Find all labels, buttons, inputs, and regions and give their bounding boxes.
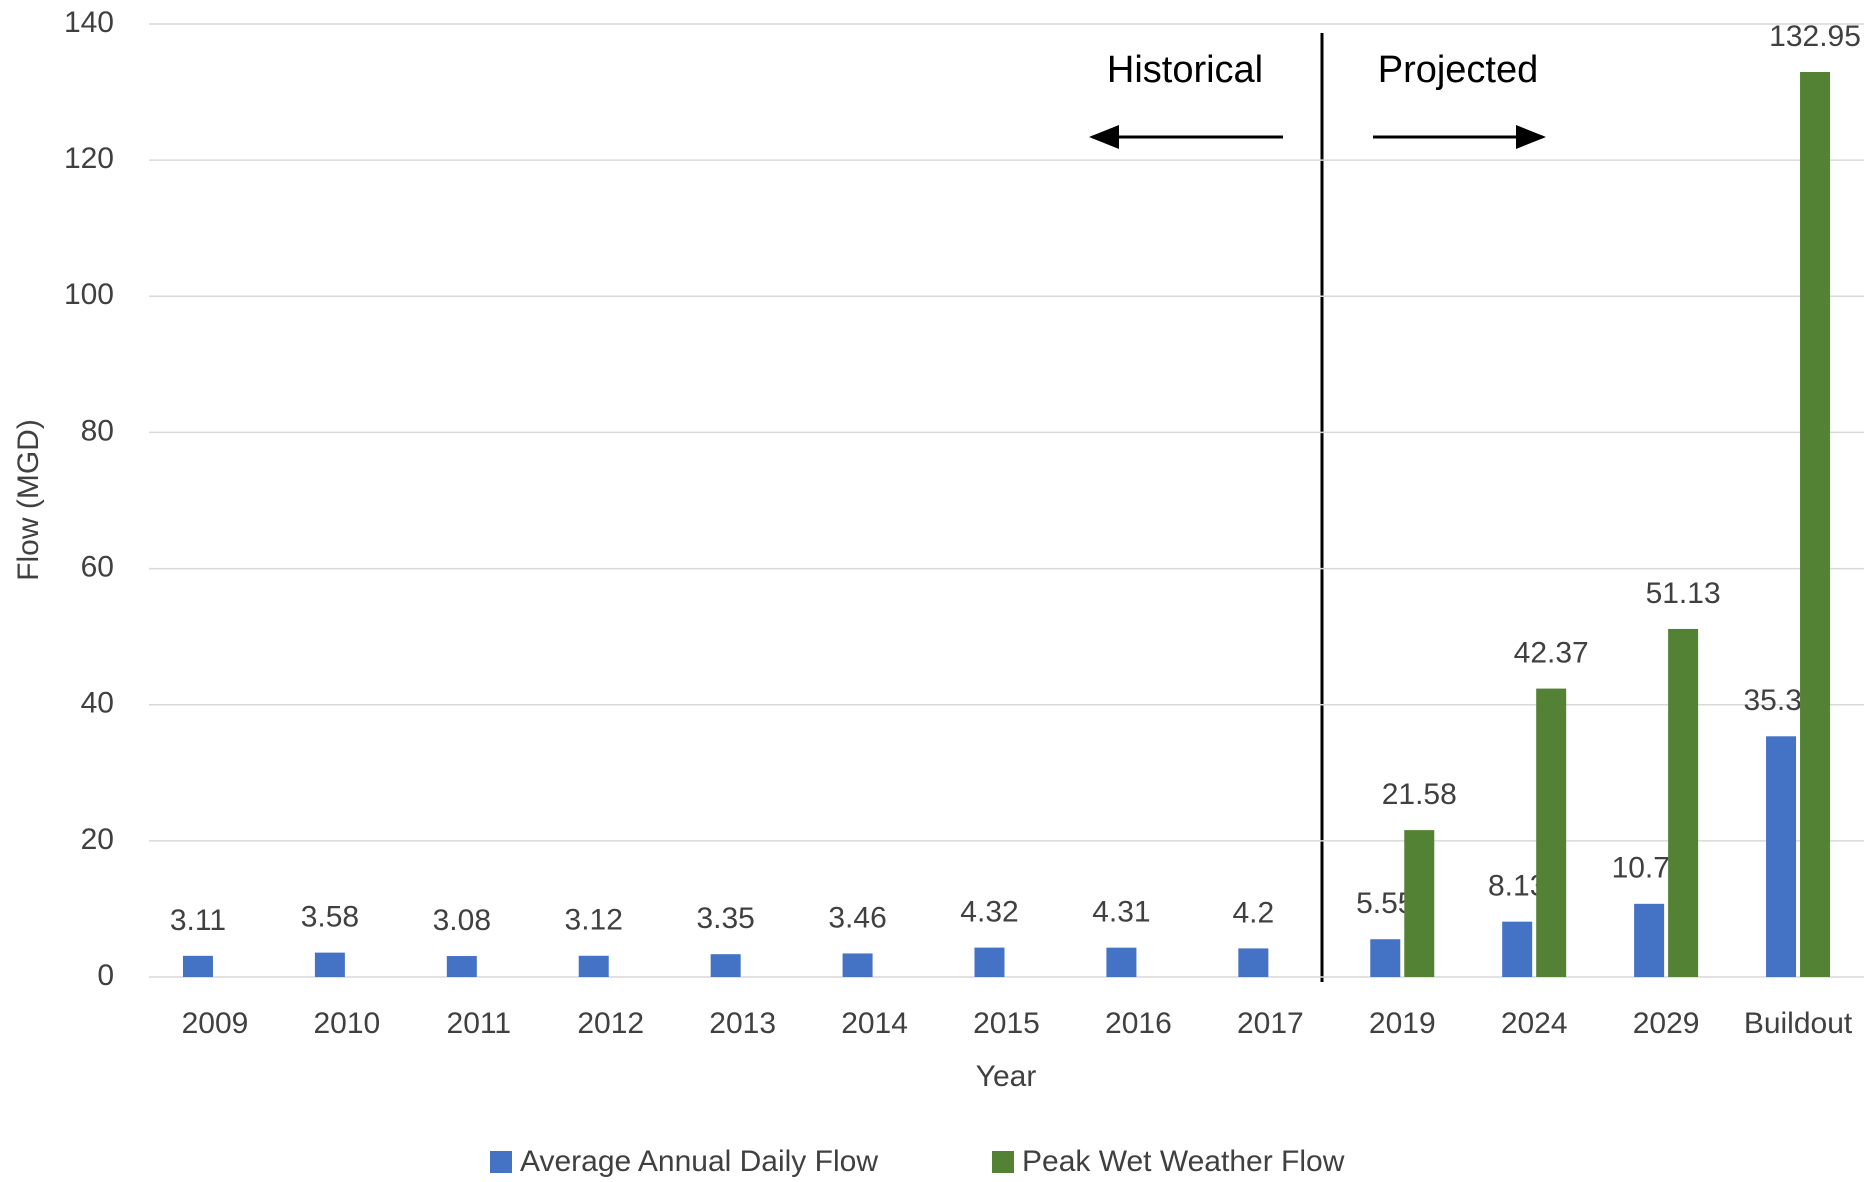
data-label: 3.08 [433, 904, 491, 937]
y-axis-title: Flow (MGD) [12, 419, 45, 581]
y-tick-label: 20 [81, 823, 114, 856]
x-tick-label: 2019 [1369, 1007, 1436, 1040]
bar [1106, 947, 1137, 977]
bar [1238, 948, 1269, 977]
data-label: 3.35 [696, 902, 754, 935]
bar [182, 955, 213, 977]
legend-label: Average Annual Daily Flow [520, 1145, 878, 1178]
bar [1536, 688, 1567, 977]
annotation: Historical [1107, 49, 1263, 91]
bar [1766, 736, 1797, 977]
bar [1800, 71, 1831, 977]
bar [974, 947, 1005, 977]
legend-swatch [992, 1151, 1014, 1173]
bar [842, 953, 873, 977]
x-tick-label: 2024 [1501, 1007, 1568, 1040]
y-tick-label: 40 [81, 687, 114, 720]
x-tick-label: 2015 [973, 1007, 1040, 1040]
x-tick-label: 2012 [577, 1007, 644, 1040]
bar [314, 952, 345, 977]
bar [1668, 628, 1699, 977]
bar [710, 954, 741, 977]
data-label: 3.46 [828, 901, 886, 934]
x-axis-title: Year [976, 1060, 1037, 1093]
x-tick-label: Buildout [1744, 1007, 1853, 1040]
x-tick-label: 2017 [1237, 1007, 1304, 1040]
legend-label: Peak Wet Weather Flow [1022, 1145, 1345, 1178]
data-label: 3.11 [170, 904, 226, 937]
x-tick-label: 2014 [841, 1007, 908, 1040]
x-tick-label: 2029 [1633, 1007, 1700, 1040]
x-tick-label: 2011 [447, 1007, 512, 1040]
bar [1404, 830, 1435, 977]
data-label: 42.37 [1514, 637, 1589, 670]
y-tick-label: 140 [64, 6, 114, 39]
bar [578, 955, 609, 977]
x-tick-label: 2009 [182, 1007, 249, 1040]
data-label: 4.2 [1232, 896, 1274, 929]
annotation: Projected [1378, 49, 1539, 91]
y-tick-label: 60 [81, 550, 114, 583]
x-tick-label: 2016 [1105, 1007, 1172, 1040]
bar [1502, 921, 1533, 977]
data-label: 3.12 [565, 904, 623, 937]
y-tick-label: 80 [81, 414, 114, 447]
y-tick-label: 100 [64, 278, 114, 311]
bar [1370, 939, 1401, 977]
data-label: 51.13 [1646, 577, 1721, 610]
data-label: 132.95 [1769, 20, 1861, 53]
data-label: 4.31 [1092, 896, 1150, 929]
x-tick-label: 2010 [314, 1007, 381, 1040]
data-label: 21.58 [1382, 778, 1457, 811]
y-tick-label: 120 [64, 142, 114, 175]
bar [1634, 903, 1665, 977]
data-label: 3.58 [301, 901, 359, 934]
bar [446, 956, 477, 977]
x-tick-label: 2013 [709, 1007, 776, 1040]
legend-swatch [490, 1151, 512, 1173]
data-label: 4.32 [960, 896, 1018, 929]
y-tick-label: 0 [97, 959, 114, 992]
